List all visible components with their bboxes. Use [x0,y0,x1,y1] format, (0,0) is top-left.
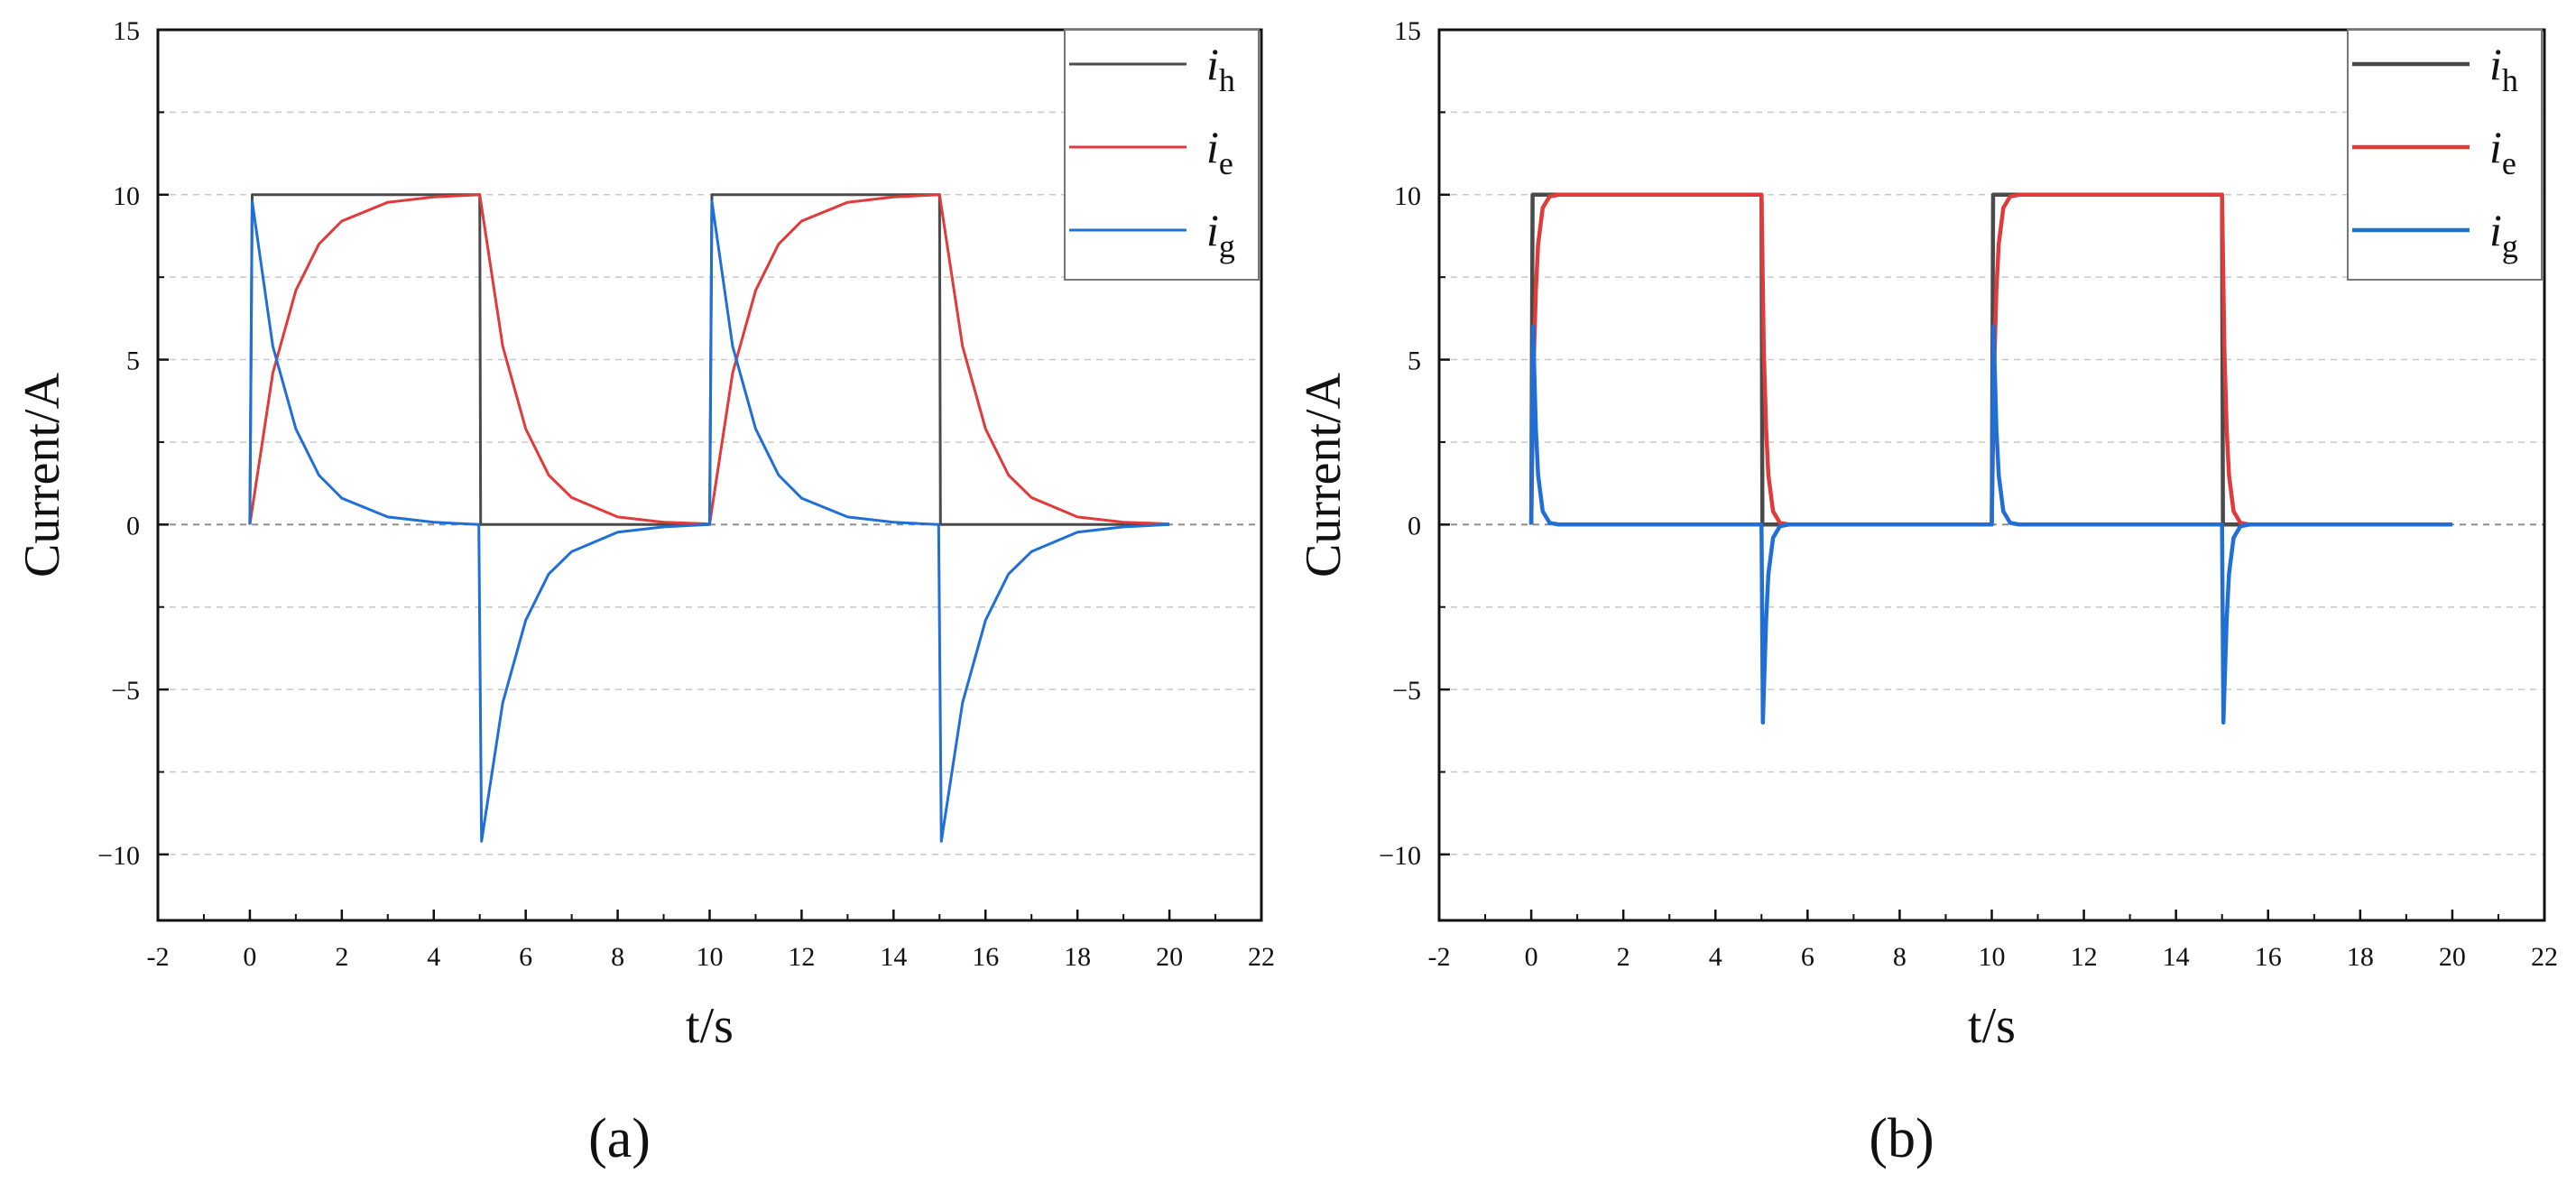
legend-box [2347,29,2543,281]
series-line-ig [248,199,1170,843]
x-tick-label: 16 [2255,942,2282,972]
y-tick-label: −10 [1379,841,1421,871]
x-tick-label: 0 [243,942,256,972]
y-tick-label: 15 [1394,16,1421,46]
x-tick-label: 18 [2347,942,2374,972]
x-tick-label: 20 [2439,942,2466,972]
x-tick-label: 12 [788,942,815,972]
y-tick-label: 10 [113,181,140,211]
x-tick-label: 12 [2071,942,2098,972]
y-axis-title: Current/A [1296,372,1352,578]
x-tick-label: 8 [1893,942,1907,972]
y-tick-label: 5 [1408,347,1421,376]
panel-label: (b) [1869,1108,1934,1169]
x-tick-label: 10 [697,942,724,972]
legend-subscript: g [1219,228,1235,264]
chart-panel-b: -2 0 2 4 6 8 10 12 14 16 18 20 22 −10 −5 0 5 10 15 t/s Curre… [1296,16,2558,1169]
y-tick-label: 10 [1394,181,1421,211]
legend-subscript: g [2502,228,2518,264]
x-axis-title: t/s [686,998,734,1054]
x-tick-label: 14 [2163,942,2190,972]
x-tick-label: -2 [147,942,170,972]
legend-subscript: h [1219,62,1235,98]
legend-subscript: e [2502,145,2516,181]
x-tick-label: 18 [1064,942,1091,972]
x-tick-label: 22 [1248,942,1275,972]
chart-panel-a: -2 0 2 4 6 8 10 12 14 16 18 20 22 −10 −5 0 5 10 15 t/s Curre… [14,16,1275,1169]
legend-subscript: e [1219,145,1233,181]
x-tick-label: 6 [1801,942,1814,972]
y-tick-label: 5 [126,347,140,376]
x-tick-label: 4 [1709,942,1722,972]
y-tick-label: −5 [111,676,140,706]
x-tick-label: 2 [335,942,348,972]
y-tick-label: 15 [113,16,140,46]
legend-subscript: h [2502,62,2518,98]
x-tick-label: 4 [427,942,440,972]
y-tick-label: −10 [97,841,140,871]
legend-box [1064,29,1260,281]
x-tick-label: 0 [1525,942,1538,972]
x-tick-label: 10 [1979,942,2006,972]
panel-label: (a) [588,1108,651,1169]
x-tick-label: 16 [972,942,999,972]
y-tick-label: 0 [1408,511,1421,541]
x-tick-label: -2 [1428,942,1451,972]
x-tick-label: 22 [2531,942,2558,972]
series-line-ig [1528,324,2452,725]
y-tick-label: 0 [126,511,140,541]
x-tick-label: 6 [519,942,532,972]
x-tick-label: 20 [1156,942,1183,972]
y-tick-label: −5 [1392,676,1421,706]
x-tick-label: 14 [880,942,907,972]
x-tick-label: 8 [611,942,624,972]
y-axis-title: Current/A [14,372,70,578]
x-tick-label: 2 [1617,942,1630,972]
x-axis-title: t/s [1968,998,2016,1054]
